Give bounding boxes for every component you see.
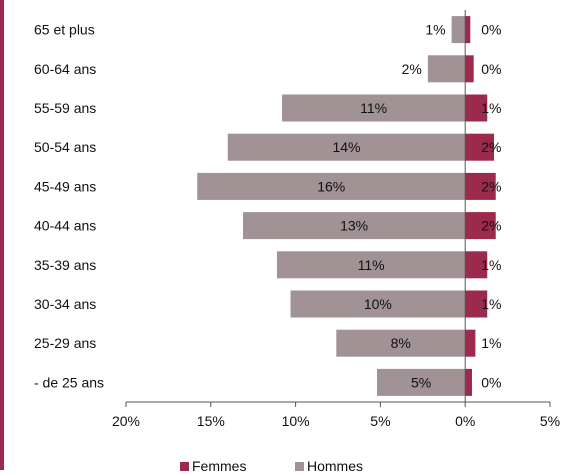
data-label-hommes-50-54-ans: 14% [332,139,360,155]
bar-femmes-50-54-ans [465,133,495,161]
category-label-50-54-ans: 50-54 ans [34,139,96,155]
bar-femmes-35-39-ans [465,251,488,279]
bar-hommes-de-25-ans [377,368,466,396]
data-label-hommes-65-et-plus: 1% [425,22,445,38]
bar-femmes-40-44-ans [465,212,496,240]
category-label-60-64-ans: 60-64 ans [34,61,96,77]
bar-hommes-65-et-plus [451,16,466,44]
bar-hommes-45-49-ans [197,172,466,200]
bar-hommes-55-59-ans [282,94,466,122]
data-labels: 0% 1% 0% 2% 1% 11% 2% 14% 2% 16% 2% 13% 1% 11% 1% 10% 1%… [317,22,501,391]
x-tick-label: 15% [197,413,225,429]
data-label-hommes-30-34-ans: 10% [364,296,392,312]
category-label-30-34-ans: 30-34 ans [34,296,96,312]
bars-group [197,16,496,396]
bar-hommes-60-64-ans [427,55,466,83]
legend-swatch-hommes [295,462,304,471]
data-label-femmes-65-et-plus: 0% [481,22,501,38]
data-label-femmes-40-44-ans: 2% [481,218,501,234]
legend-label-femmes: Femmes [192,458,246,474]
category-labels: 65 et plus 60-64 ans 55-59 ans 50-54 ans 45-… [34,22,104,391]
bar-hommes-35-39-ans [276,251,466,279]
data-label-hommes-45-49-ans: 16% [317,178,345,194]
data-label-femmes-45-49-ans: 2% [481,178,501,194]
bar-femmes-45-49-ans [465,172,496,200]
bar-femmes-de-25-ans [465,368,472,396]
x-tick-label: 5% [540,413,560,429]
data-label-femmes-55-59-ans: 1% [481,100,501,116]
bar-femmes-65-et-plus [465,16,471,44]
legend: Femmes Hommes [180,458,363,474]
category-label-40-44-ans: 40-44 ans [34,218,96,234]
legend-swatch-femmes [180,462,189,471]
x-tick-label: 10% [282,413,310,429]
category-label-45-49-ans: 45-49 ans [34,178,96,194]
bar-hommes-30-34-ans [290,290,466,318]
bar-hommes-40-44-ans [243,212,466,240]
data-label-hommes-60-64-ans: 2% [402,61,422,77]
data-label-femmes-30-34-ans: 1% [481,296,501,312]
data-label-hommes-25-29-ans: 8% [391,335,411,351]
data-label-hommes-de-25-ans: 5% [411,374,431,390]
x-tick-label: 0% [455,413,475,429]
category-label-35-39-ans: 35-39 ans [34,257,96,273]
category-label-65-et-plus: 65 et plus [34,22,95,38]
data-label-femmes-50-54-ans: 2% [481,139,501,155]
data-label-hommes-55-59-ans: 11% [360,100,387,116]
data-label-femmes-35-39-ans: 1% [481,257,501,273]
category-label-25-29-ans: 25-29 ans [34,335,96,351]
bar-femmes-60-64-ans [465,55,474,83]
category-label-55-59-ans: 55-59 ans [34,100,96,116]
x-axis: 20% 15% 10% 5% 0% 5% [112,10,560,429]
category-label-de-25-ans: - de 25 ans [34,374,104,390]
x-tick-label: 20% [112,413,140,429]
left-edge-stripe [0,0,4,470]
data-label-femmes-de-25-ans: 0% [481,374,501,390]
x-tick-label: 5% [370,413,390,429]
data-label-femmes-60-64-ans: 0% [481,61,501,77]
bar-hommes-25-29-ans [336,329,466,357]
bar-femmes-55-59-ans [465,94,488,122]
data-label-hommes-35-39-ans: 11% [358,257,385,273]
bar-femmes-30-34-ans [465,290,488,318]
legend-label-hommes: Hommes [307,458,363,474]
data-label-hommes-40-44-ans: 13% [340,218,368,234]
bar-femmes-25-29-ans [465,329,476,357]
data-label-femmes-25-29-ans: 1% [481,335,501,351]
bar-hommes-50-54-ans [227,133,466,161]
